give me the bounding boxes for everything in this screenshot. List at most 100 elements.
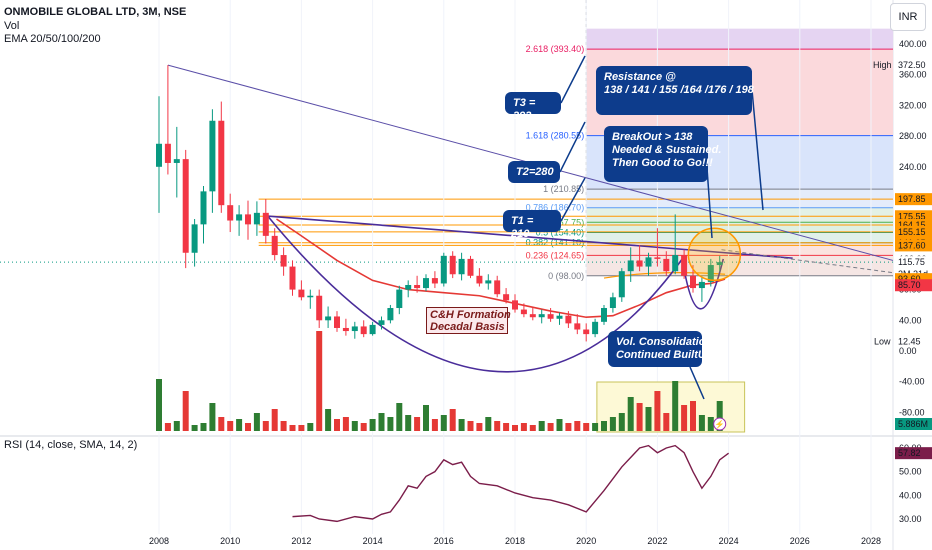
candle-body xyxy=(387,308,393,320)
candle-body xyxy=(174,159,180,163)
fib-band xyxy=(586,222,893,232)
candle xyxy=(494,276,500,297)
high-label: High xyxy=(873,60,892,70)
x-tick-label: 2022 xyxy=(647,536,667,546)
candle-body xyxy=(521,310,527,315)
candle-body xyxy=(183,159,189,253)
price-tick-label: 320.00 xyxy=(899,100,927,110)
candle-body xyxy=(352,326,358,331)
volume-bar xyxy=(361,423,367,431)
candle xyxy=(574,314,580,334)
candle-body xyxy=(503,294,509,300)
currency-button[interactable]: INR xyxy=(890,3,926,31)
x-tick-label: 2026 xyxy=(790,536,810,546)
candle xyxy=(218,102,224,213)
symbol-title: ONMOBILE GLOBAL LTD, 3M, NSE xyxy=(4,6,186,19)
price-tag: 137.60 xyxy=(895,239,932,251)
volume-bar xyxy=(672,381,678,431)
candle-body xyxy=(396,290,402,308)
candle xyxy=(539,310,545,324)
volume-bar xyxy=(619,413,625,431)
candle-body xyxy=(432,278,438,283)
candle xyxy=(512,294,518,312)
price-tag: 155.15 xyxy=(895,226,932,238)
candle-body xyxy=(557,316,563,319)
volume-bar xyxy=(485,417,491,431)
price-tick-label: -80.00 xyxy=(899,407,925,417)
candle-body xyxy=(156,144,162,167)
candle-body xyxy=(548,314,554,319)
candle xyxy=(201,186,207,244)
candle xyxy=(281,247,287,275)
candle-body xyxy=(628,260,634,271)
breakout-circle xyxy=(688,228,740,280)
volume-bar xyxy=(521,423,527,431)
volume-bar xyxy=(245,423,251,431)
volume-bar xyxy=(165,423,171,431)
candle xyxy=(298,280,304,300)
fib-level-label: 1.618 (280.55) xyxy=(526,131,585,141)
candle xyxy=(174,127,180,198)
candle-body xyxy=(530,314,536,317)
volume-bar xyxy=(236,419,242,431)
volume-bar xyxy=(432,419,438,431)
rsi-line xyxy=(293,446,729,522)
candle-body xyxy=(201,191,207,224)
x-tick-label: 2028 xyxy=(861,536,881,546)
volume-bar xyxy=(325,409,331,431)
candle-body xyxy=(637,260,643,266)
volume-bar xyxy=(423,405,429,431)
volume-bar xyxy=(343,417,349,431)
volume-bar xyxy=(281,421,287,431)
price-tag: 197.85 xyxy=(895,193,932,205)
volume-bar xyxy=(468,421,474,431)
candle-body xyxy=(494,280,500,294)
volume-bar xyxy=(539,421,545,431)
candle-body xyxy=(192,224,198,252)
candle-body xyxy=(441,256,447,284)
candle xyxy=(476,268,482,286)
candle-body xyxy=(298,290,304,298)
x-tick-label: 2014 xyxy=(363,536,383,546)
volume-bar xyxy=(699,415,705,431)
candle-body xyxy=(565,316,571,324)
candle-body xyxy=(218,121,224,205)
x-tick-label: 2016 xyxy=(434,536,454,546)
volume-bar xyxy=(663,413,669,431)
candle xyxy=(361,320,367,337)
volume-bar xyxy=(396,403,402,431)
candle-body xyxy=(325,316,331,320)
volume-bar xyxy=(557,419,563,431)
candle-body xyxy=(601,308,607,322)
fib-level-label: 0 (98.00) xyxy=(548,271,584,281)
candle-body xyxy=(334,316,340,328)
candle-body xyxy=(646,257,652,266)
volume-bar xyxy=(459,419,465,431)
volume-bar xyxy=(690,401,696,431)
x-tick-label: 2008 xyxy=(149,536,169,546)
candle-body xyxy=(610,297,616,308)
candle xyxy=(387,305,393,323)
price-tick-label: 400.00 xyxy=(899,39,927,49)
candle xyxy=(245,201,251,240)
t2-callout: T2=280 xyxy=(508,161,560,183)
candle xyxy=(227,194,233,232)
lightning-icon-glyph: ⚡ xyxy=(715,419,725,429)
candle-body xyxy=(681,255,687,276)
x-tick-label: 2020 xyxy=(576,536,596,546)
volume-bar xyxy=(574,421,580,431)
volume-bar xyxy=(646,407,652,431)
fib-band xyxy=(586,29,893,49)
price-tick-label: 280.00 xyxy=(899,131,927,141)
candle xyxy=(236,205,242,236)
volume-bar xyxy=(503,423,509,431)
candle-body xyxy=(699,282,705,288)
candle-body xyxy=(539,314,545,317)
candle xyxy=(459,253,465,281)
rsi-tick-label: 30.00 xyxy=(899,514,922,524)
candle-body xyxy=(263,213,269,236)
fib-level-label: 0.236 (124.65) xyxy=(526,250,585,260)
candle xyxy=(530,308,536,320)
candle xyxy=(592,319,598,337)
